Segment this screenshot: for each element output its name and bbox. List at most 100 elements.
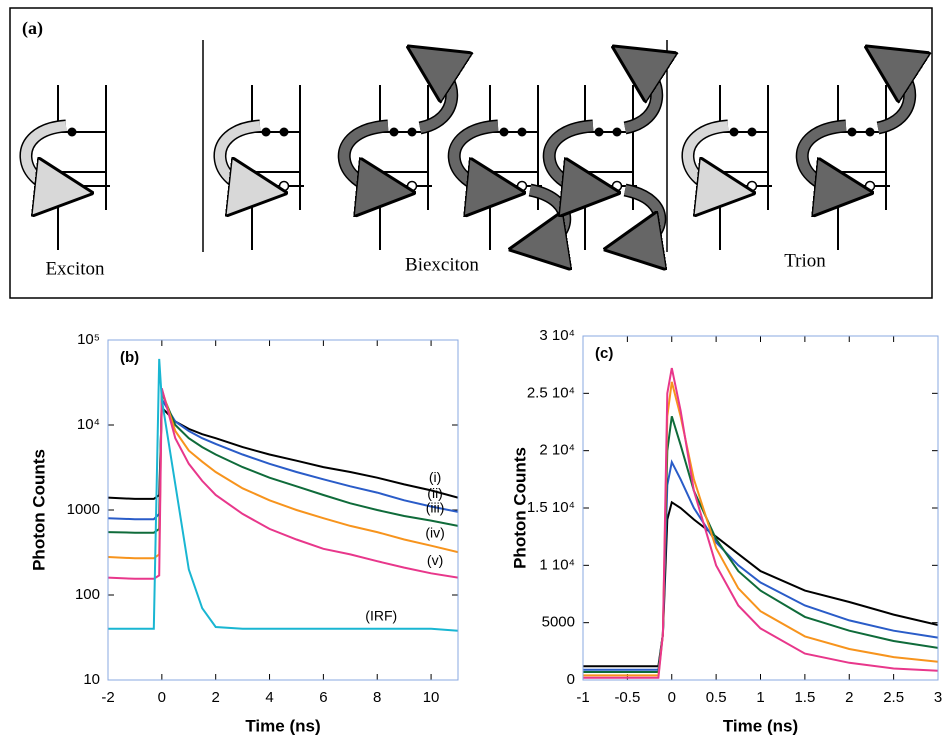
valence-band [584,171,637,250]
electron [261,127,271,137]
electron [729,127,739,137]
x-tick-label: 6 [319,689,327,706]
series-line [583,416,938,673]
y-axis-title: Photon Counts [29,449,48,571]
panel-a-frame [9,7,933,299]
electron [612,127,622,137]
chart: 0 5000 1 10⁴ 1.5 10⁴ 2 10⁴ 2.5 10⁴ 3 10⁴ -1 -0.5… [510,327,942,736]
hole [66,180,78,192]
hole [516,180,528,192]
arrow [215,121,260,190]
x-tick-label: 0.5 [706,689,727,706]
arrow [544,121,593,190]
x-tick-label: 4 [265,689,273,706]
group-label: Trion [784,250,826,271]
series-line [108,358,458,632]
arrow [530,185,565,245]
y-axis-title: Photon Counts [510,447,529,569]
x-tick-label: 2.5 [883,689,904,706]
hole [498,180,510,192]
y-tick-label: 10⁵ [77,331,100,348]
electron [279,127,289,137]
arrow [683,121,728,190]
hole [388,180,400,192]
electron [499,127,509,137]
series-line [108,388,458,580]
series-line [583,367,938,679]
series-label: (iv) [425,524,444,540]
panel-label: (a) [22,18,43,39]
x-tick-label: 8 [373,689,381,706]
x-tick-label: 0 [158,689,166,706]
electron [67,127,77,137]
conduction-band [251,85,301,210]
electron [594,127,604,137]
series-label: (i) [429,469,441,485]
arrow [21,121,66,190]
x-tick-label: -1 [576,689,589,706]
arrow [339,121,388,190]
electron [865,127,875,137]
hole [728,180,740,192]
series-line [583,500,938,668]
series-line [108,405,458,500]
x-tick-label: -0.5 [614,689,640,706]
series-line [583,381,938,677]
hole [746,180,758,192]
series-label: (iii) [426,499,445,515]
arrow [420,62,452,133]
hole [278,180,290,192]
panel-label: (b) [120,349,139,366]
series-line [108,395,458,521]
conduction-band [379,85,429,210]
arrow [625,185,660,245]
hole [593,180,605,192]
y-tick-label: 1.5 10⁴ [527,499,575,516]
x-tick-label: 3 [934,689,942,706]
valence-band [57,171,110,250]
x-tick-label: 2 [212,689,220,706]
series-line [108,389,458,560]
band-diagrams [19,62,910,250]
y-tick-label: 10 [83,671,100,688]
hole [864,180,876,192]
valence-band [251,171,304,250]
arrow [878,62,910,133]
chart: 10 100 1000 10⁴ 10⁵ -2 0 2 4 6 8 10 (i)(ii)(iii) (iv)… [29,331,459,735]
conduction-band [57,85,107,210]
x-axis-title: Time (ns) [245,716,320,735]
y-tick-label: 1000 [67,501,100,518]
group-label: Biexciton [405,254,479,275]
electron [747,127,757,137]
hole [611,180,623,192]
x-tick-label: 0 [668,689,676,706]
valence-band [837,171,890,250]
arrow [449,121,498,190]
y-tick-label: 5000 [542,614,575,631]
x-tick-label: 1 [756,689,764,706]
y-tick-label: 2 10⁴ [539,442,575,459]
x-tick-label: 1.5 [794,689,815,706]
valence-band [719,171,772,250]
valence-band [379,171,432,250]
arrow [797,121,846,190]
conduction-band [837,85,887,210]
series-label: (v) [427,552,443,568]
x-tick-label: 10 [423,689,440,706]
conduction-band [719,85,769,210]
series-line [108,392,458,534]
y-tick-label: 100 [75,586,100,603]
electron [847,127,857,137]
electron [407,127,417,137]
x-tick-label: -2 [101,689,114,706]
x-tick-label: 2 [845,689,853,706]
hole [406,180,418,192]
hole [846,180,858,192]
y-tick-label: 3 10⁴ [539,327,575,344]
electron [389,127,399,137]
hole [260,180,272,192]
arrow [625,62,657,133]
group-label: Exciton [45,258,105,279]
